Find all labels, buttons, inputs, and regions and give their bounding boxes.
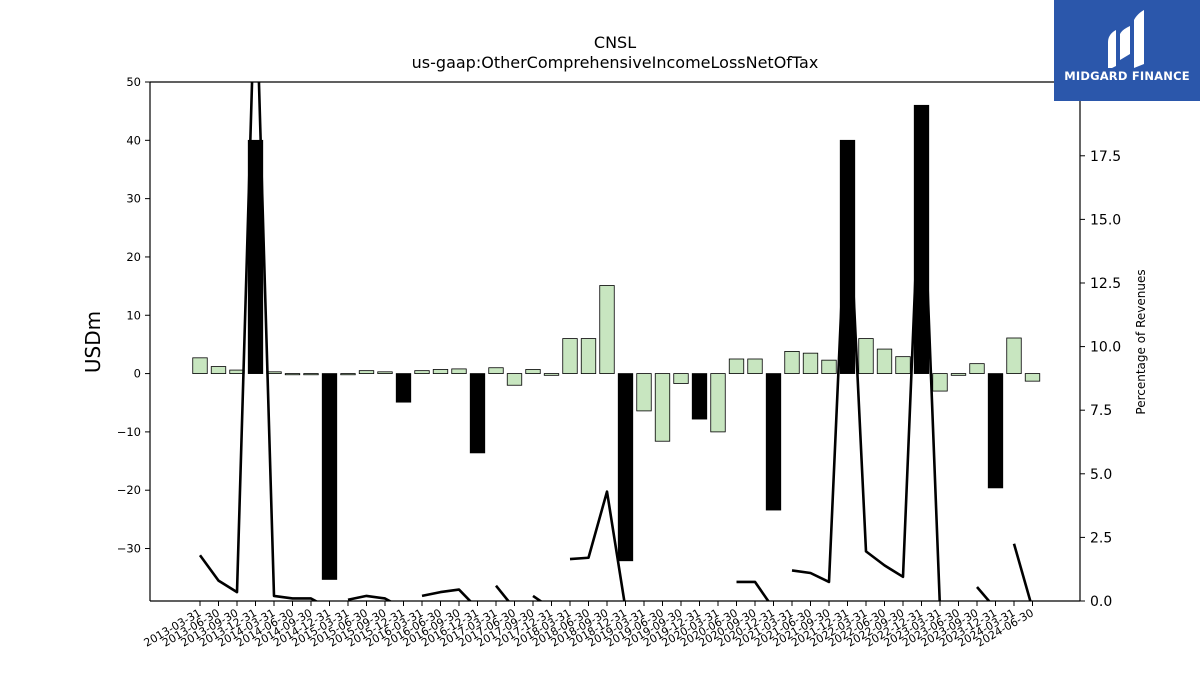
bar — [673, 373, 689, 384]
bar — [710, 373, 726, 433]
ratio-line — [569, 490, 626, 601]
y-tick-label: 30 — [126, 192, 141, 206]
bar — [950, 373, 967, 376]
bar — [617, 373, 634, 562]
y-tick-label: −10 — [117, 425, 141, 439]
bar — [821, 359, 837, 374]
bar — [802, 352, 819, 374]
bar — [987, 373, 1004, 489]
y-tick-label: −30 — [117, 542, 141, 556]
bar — [321, 373, 338, 580]
bar — [192, 357, 208, 374]
bar — [451, 368, 467, 374]
ratio-line — [494, 584, 511, 601]
bar — [747, 358, 763, 374]
chart-subtitle: us-gaap:OtherComprehensiveIncomeLossNetO… — [411, 53, 819, 72]
bar — [913, 104, 930, 374]
bar — [525, 369, 541, 374]
y-tick-label: −20 — [117, 483, 141, 497]
y-tick-label: 40 — [126, 133, 141, 147]
bar — [340, 373, 356, 376]
bar — [488, 367, 504, 374]
bar — [543, 373, 560, 376]
bar — [728, 358, 745, 374]
bars-group — [192, 104, 1041, 580]
logo-mark-icon — [1108, 10, 1144, 68]
bar — [636, 373, 652, 412]
bar — [895, 356, 911, 374]
y2-tick-label: 0.0 — [1090, 594, 1112, 610]
ratio-line — [198, 82, 319, 601]
bar — [691, 373, 708, 420]
y-tick-label: 20 — [126, 250, 141, 264]
bar — [358, 370, 375, 374]
y-tick-label: 50 — [126, 75, 141, 89]
y-tick-label: 10 — [126, 308, 141, 322]
bar — [210, 366, 227, 374]
bar — [395, 373, 412, 403]
bar — [580, 338, 597, 374]
ratio-line — [532, 594, 543, 601]
ratio-line — [421, 588, 472, 601]
ratio-line — [736, 580, 770, 601]
bar — [266, 371, 282, 374]
y2-tick-label: 15.0 — [1090, 212, 1121, 228]
bar — [414, 370, 430, 374]
y2-tick-label: 12.5 — [1090, 276, 1121, 292]
ratio-line — [347, 594, 393, 601]
bar — [229, 369, 245, 374]
y2-axis-label: Percentage of Revenues — [1134, 269, 1148, 414]
y2-tick-label: 2.5 — [1090, 530, 1112, 546]
midgard-finance-logo: MIDGARD FINANCE — [1054, 0, 1200, 101]
bar — [506, 373, 523, 386]
ratio-line-group — [198, 82, 1032, 601]
y-tick-label: 0 — [134, 367, 141, 381]
bar — [876, 348, 893, 374]
bar — [969, 363, 985, 374]
bar — [1024, 373, 1041, 382]
bar — [377, 371, 393, 374]
bar — [784, 351, 800, 374]
logo-text: MIDGARD FINANCE — [1064, 69, 1190, 83]
ratio-line — [791, 129, 942, 601]
ratio-line — [976, 586, 991, 601]
bar — [247, 139, 264, 374]
chart-title: CNSL — [593, 33, 637, 52]
bar — [432, 369, 449, 374]
bar — [1006, 337, 1022, 374]
bar — [765, 373, 782, 511]
bar — [562, 338, 578, 374]
y2-tick-label: 7.5 — [1090, 403, 1112, 419]
bar — [303, 373, 319, 376]
y2-tick-label: 10.0 — [1090, 340, 1121, 356]
ratio-line — [1012, 543, 1032, 601]
bar — [858, 338, 874, 374]
bar — [654, 373, 671, 442]
bar — [839, 139, 856, 374]
bar — [599, 285, 615, 374]
bar — [469, 373, 486, 454]
y-axis-label: USDm — [81, 311, 105, 373]
y2-tick-label: 17.5 — [1090, 149, 1121, 165]
y2-tick-label: 5.0 — [1090, 467, 1112, 483]
bar — [932, 373, 948, 392]
bar — [284, 373, 301, 376]
